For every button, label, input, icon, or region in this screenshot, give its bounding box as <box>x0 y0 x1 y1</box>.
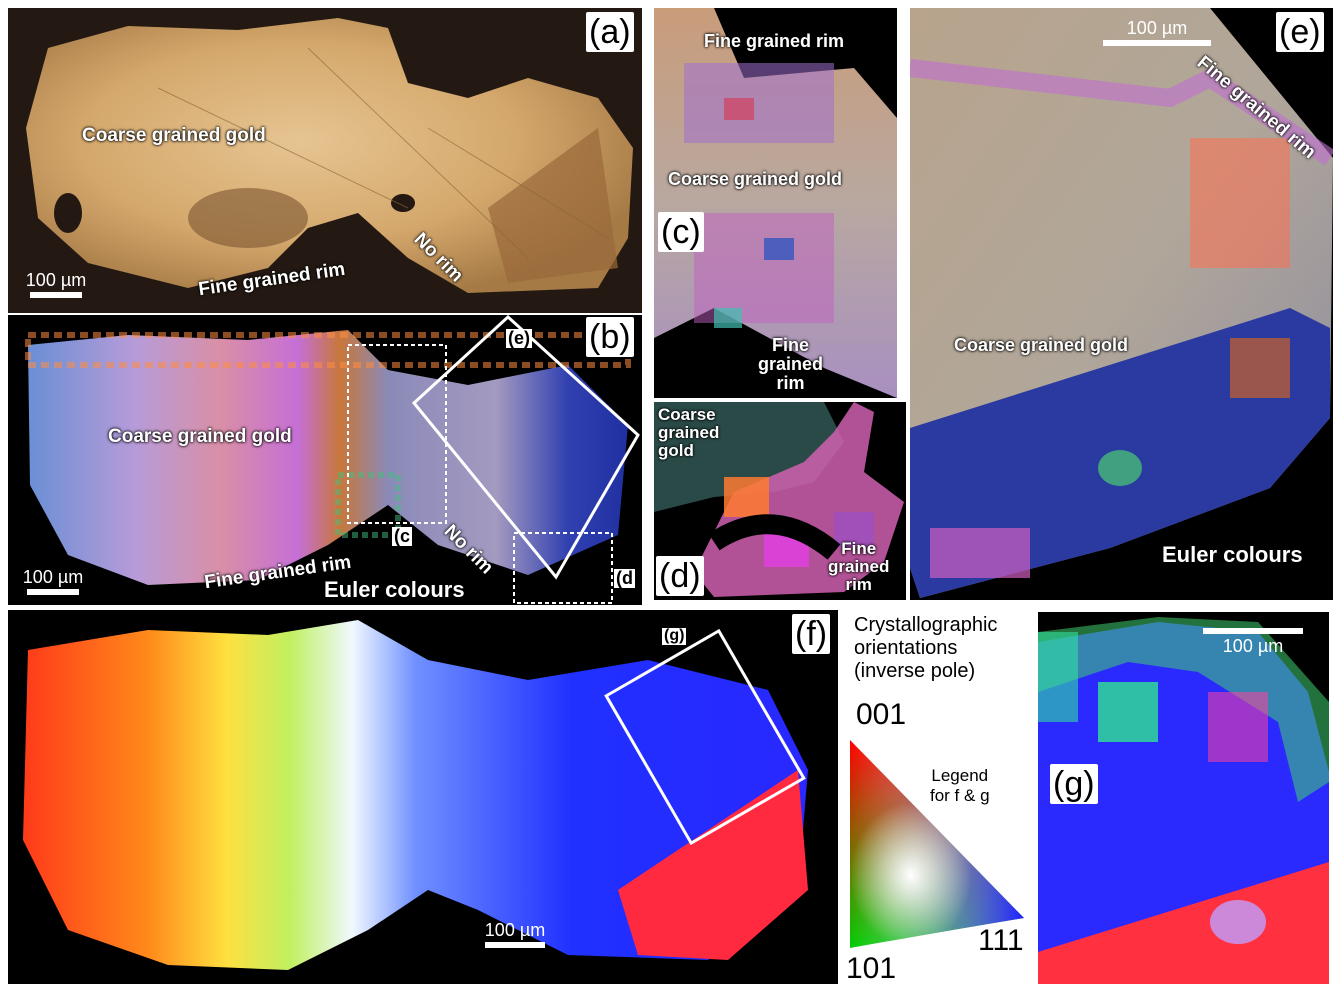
coarse-grained-gold-label: Coarse grained gold <box>82 125 266 146</box>
panel-a-optical-micrograph: (a) Coarse grained gold Fine grained rim… <box>8 8 642 313</box>
panel-c-euler-detail: Fine grained rim Coarse grained gold (c)… <box>654 8 897 398</box>
fine-grained-rim-top-label: Fine grained rim <box>704 31 845 51</box>
scale-bar-f: 100 µm <box>480 920 550 948</box>
panel-f-inverse-pole-map: (f) (g) 100 µm <box>8 610 838 984</box>
euler-colours-label: Euler colours <box>324 577 465 602</box>
legend-101-label: 101 <box>846 952 897 985</box>
panel-g-image <box>1038 612 1329 984</box>
legend-title: Crystallographic orientations (inverse p… <box>854 614 998 682</box>
panel-d-image <box>654 402 906 600</box>
legend-note: Legend for f & g <box>930 766 990 806</box>
scale-bar-a: 100 µm <box>24 270 88 298</box>
coarse-grained-gold-label: Coarse grained gold <box>108 426 292 447</box>
panel-d-tag: (d) <box>656 556 704 596</box>
scale-bar-f-text: 100 µm <box>484 920 546 940</box>
panel-g-inverse-pole-detail: 100 µm (g) <box>1038 612 1329 984</box>
panel-b-euler-map: (b) (e) Coarse grained gold Fine grained… <box>8 315 642 605</box>
legend-001-label: 001 <box>856 698 907 731</box>
inset-d-label: (d <box>614 568 635 588</box>
panel-a-tag: (a) <box>586 12 634 52</box>
coarse-grained-gold-label: Coarse grained gold <box>954 335 1129 355</box>
legend-111-label: 111 <box>978 924 1024 957</box>
inverse-pole-triangle <box>850 740 1024 948</box>
scale-bar-e-text: 100 µm <box>1126 18 1188 38</box>
fine-grained-rim-label: Fine grained rim <box>828 539 890 594</box>
euler-colours-label: Euler colours <box>1162 542 1303 567</box>
scale-bar-b-text: 100 µm <box>22 567 84 587</box>
inset-e-label: (e) <box>506 328 532 348</box>
scale-bar-g-text: 100 µm <box>1222 636 1284 656</box>
inset-c-label: (c <box>392 526 413 546</box>
panel-e-tag: (e) <box>1276 12 1324 52</box>
scale-bar-b: 100 µm <box>18 567 88 595</box>
scale-bar-e: 100 µm <box>1102 18 1212 46</box>
panel-f-image <box>8 610 838 984</box>
scale-bar-a-text: 100 µm <box>25 270 87 290</box>
panel-d-euler-detail: Coarse grained gold Fine grained rim (d) <box>654 402 906 600</box>
gold-grain-optical-image <box>8 8 642 313</box>
panel-b-tag: (b) <box>586 317 634 357</box>
coarse-grained-gold-label: Coarse grained gold <box>668 169 843 189</box>
coarse-grained-gold-label: Coarse grained gold <box>658 405 720 460</box>
panel-e-euler-detail: (e) 100 µm Fine grained rim Coarse grain… <box>910 8 1333 600</box>
inset-g-label: (g) <box>662 627 687 645</box>
scale-bar-e-line <box>1103 40 1211 46</box>
scale-bar-a-line <box>30 292 82 298</box>
panel-e-image <box>910 8 1333 600</box>
fine-grained-rim-bottom-label: Fine grained rim <box>758 335 824 393</box>
scale-bar-g: 100 µm <box>1198 628 1308 656</box>
panel-c-tag: (c) <box>658 212 704 252</box>
scale-bar-g-line <box>1203 628 1303 634</box>
scale-bar-f-line <box>485 942 545 948</box>
panel-f-tag: (f) <box>792 614 831 654</box>
panel-g-tag: (g) <box>1050 764 1098 804</box>
gold-grain-euler-image <box>8 315 642 605</box>
panel-c-image <box>654 8 897 398</box>
scale-bar-b-line <box>27 589 79 595</box>
orientation-legend: Crystallographic orientations (inverse p… <box>840 610 1032 985</box>
